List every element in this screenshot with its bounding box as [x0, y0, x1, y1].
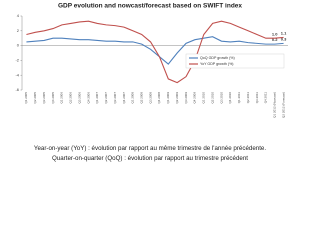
x-tick-label: Q1 2009	[166, 92, 170, 104]
page: GDP evolution and nowcast/forecast based…	[15, 2, 288, 162]
x-tick-label: Q1 2005	[24, 92, 28, 104]
x-tick-label: Q3 2011	[255, 92, 259, 104]
y-tick-label: -6	[15, 87, 19, 92]
x-tick-label: Q2 2006	[69, 92, 73, 104]
x-tick-label: Q2 2005	[33, 92, 37, 104]
x-tick-label: Q4 2008	[157, 92, 161, 104]
x-tick-label: Q2 2012 (Forecast)	[281, 92, 285, 118]
y-tick-label: -2	[15, 57, 19, 62]
x-tick-label: Q3 2009	[184, 92, 188, 104]
x-tick-label: Q2 2011	[246, 92, 250, 104]
note: Quarter-on-quarter (QoQ) : évolution par…	[51, 155, 249, 162]
x-tick-label: Q1 2012 (Nowcast)	[272, 92, 276, 118]
chart-title: GDP evolution and nowcast/forecast based…	[58, 3, 242, 10]
x-tick-label: Q3 2006	[77, 92, 81, 104]
x-tick-label: Q2 2007	[104, 92, 108, 104]
y-tick-label: 2	[17, 28, 20, 33]
data-label: 1.1	[281, 31, 287, 36]
legend-label: QoQ GDP growth (%)	[200, 56, 235, 60]
y-tick-label: 0	[17, 43, 20, 48]
x-tick-label: Q3 2010	[219, 92, 223, 104]
legend-box	[185, 53, 285, 69]
data-label: 1.0	[272, 31, 278, 36]
x-tick-label: Q1 2007	[95, 92, 99, 104]
note: Year-on-year (YoY) : évolution par rappo…	[33, 145, 267, 152]
data-label: 0.2	[272, 37, 278, 42]
x-tick-label: Q4 2011	[264, 92, 268, 104]
y-tick-label: -4	[15, 72, 19, 77]
x-tick-label: Q1 2011	[237, 92, 241, 104]
x-tick-label: Q3 2008	[148, 92, 152, 104]
chart: GDP evolution and nowcast/forecast based…	[15, 3, 288, 118]
x-tick-label: Q1 2006	[60, 92, 64, 104]
x-tick-label: Q4 2010	[228, 92, 232, 104]
x-tick-label: Q4 2007	[122, 92, 126, 104]
x-tick-label: Q3 2007	[113, 92, 117, 104]
x-tick-label: Q2 2008	[139, 92, 143, 104]
x-tick-label: Q4 2009	[193, 92, 197, 104]
x-tick-label: Q3 2005	[42, 92, 46, 104]
data-label: 0.3	[281, 36, 287, 41]
legend-label: YoY GDP growth (%)	[200, 62, 234, 66]
y-tick-label: 4	[17, 13, 20, 18]
x-tick-label: Q2 2010	[210, 92, 214, 104]
x-tick-label: Q4 2005	[51, 92, 55, 104]
x-tick-label: Q4 2006	[86, 92, 90, 104]
x-tick-label: Q1 2010	[202, 92, 206, 104]
x-tick-label: Q1 2008	[131, 92, 135, 104]
series-line	[26, 20, 284, 84]
series-line	[26, 36, 284, 65]
x-tick-label: Q2 2009	[175, 92, 179, 104]
